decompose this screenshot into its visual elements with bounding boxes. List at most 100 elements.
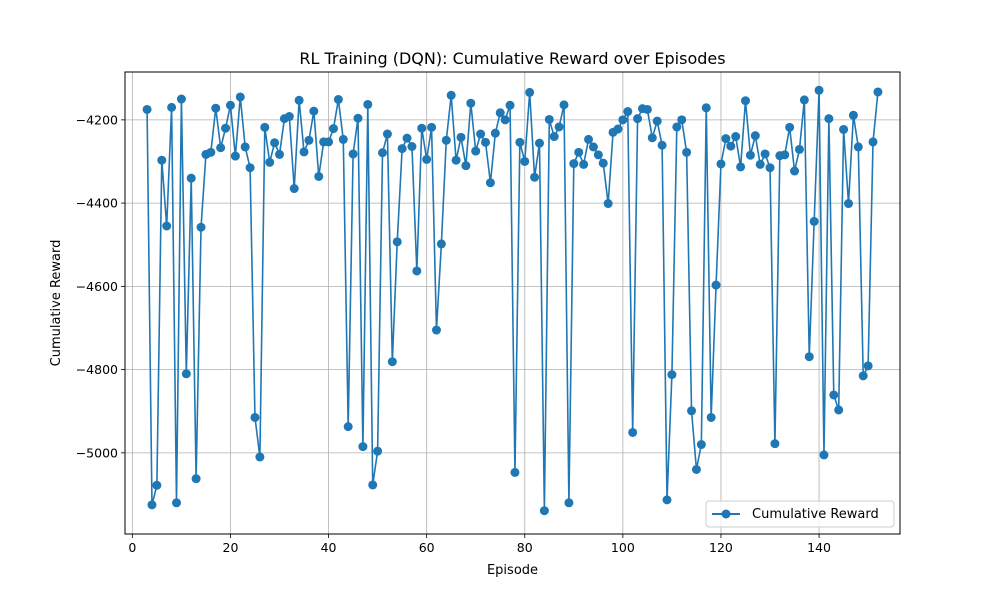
data-point [750, 131, 760, 141]
data-point [427, 122, 437, 132]
data-point [221, 123, 231, 133]
data-point [745, 150, 755, 160]
data-point [780, 150, 790, 160]
data-point [505, 100, 515, 110]
data-point [500, 115, 510, 125]
data-point [588, 142, 598, 152]
data-point [868, 137, 878, 147]
data-point [804, 352, 814, 362]
data-point [706, 412, 716, 422]
y-axis-label: Cumulative Reward [49, 240, 64, 367]
data-point [466, 98, 476, 108]
data-point [623, 107, 633, 117]
data-point [520, 156, 530, 166]
y-tick-label: −4800 [76, 362, 118, 377]
data-point [431, 325, 441, 335]
data-point [402, 133, 412, 143]
data-point [647, 133, 657, 143]
data-point [554, 122, 564, 132]
data-point [549, 132, 559, 142]
data-point [534, 138, 544, 148]
data-point [731, 132, 741, 142]
data-point [363, 99, 373, 109]
data-point [740, 96, 750, 106]
data-point [309, 106, 319, 116]
y-axis-ticks: −5000 −4800 −4600 −4400 −4200 [76, 112, 125, 460]
data-point [657, 140, 667, 150]
data-point [436, 239, 446, 249]
data-point [333, 94, 343, 104]
data-point [392, 237, 402, 247]
data-point [490, 128, 500, 138]
data-point [809, 216, 819, 226]
data-point [270, 138, 280, 148]
data-point [628, 427, 638, 437]
x-axis-label: Episode [487, 563, 538, 578]
data-point [304, 135, 314, 145]
data-point [235, 92, 245, 102]
data-point [299, 147, 309, 157]
data-point [343, 422, 353, 432]
data-point [471, 146, 481, 156]
data-point [358, 442, 368, 452]
data-point [819, 450, 829, 460]
data-point [152, 480, 162, 490]
x-tick-label: 40 [321, 540, 337, 555]
legend: Cumulative Reward [705, 500, 895, 528]
data-point [441, 135, 451, 145]
data-point [569, 159, 579, 169]
data-point [716, 159, 726, 169]
data-point [191, 474, 201, 484]
data-point [760, 149, 770, 159]
data-point [250, 412, 260, 422]
data-point [662, 495, 672, 505]
data-point [412, 266, 422, 276]
data-point [172, 498, 181, 508]
y-tick-label: −5000 [76, 445, 118, 460]
x-axis-ticks: 0 20 40 60 80 100 120 140 [128, 534, 831, 555]
data-point [216, 143, 226, 153]
x-tick-label: 0 [128, 540, 136, 555]
data-point [225, 100, 235, 110]
x-tick-label: 100 [611, 540, 635, 555]
data-point [765, 163, 775, 173]
data-point [255, 452, 265, 462]
data-point [378, 148, 388, 158]
data-point [726, 141, 736, 151]
data-point [451, 155, 461, 165]
data-point [176, 94, 186, 104]
data-point [397, 144, 407, 154]
data-point [510, 467, 520, 477]
x-tick-label: 20 [223, 540, 239, 555]
data-point [574, 147, 584, 157]
data-point [289, 184, 299, 194]
data-point [422, 154, 432, 164]
data-point [633, 114, 643, 124]
data-point [446, 90, 456, 100]
data-point [265, 157, 275, 167]
data-point [275, 149, 285, 159]
data-point [373, 446, 383, 456]
data-point [382, 129, 392, 139]
data-point [495, 108, 505, 118]
data-point [613, 124, 623, 134]
data-point [485, 178, 495, 188]
data-point [167, 102, 177, 112]
data-point [790, 166, 800, 176]
series-layer [142, 85, 883, 516]
data-point [618, 115, 628, 125]
data-point [245, 163, 255, 173]
plot-frame [124, 71, 901, 535]
data-point [211, 103, 221, 113]
data-point [260, 122, 270, 132]
data-point [603, 199, 613, 209]
legend-marker-swatch [721, 509, 731, 519]
data-point [387, 357, 397, 367]
data-point [687, 406, 697, 416]
data-point [829, 390, 839, 400]
data-point [853, 142, 863, 152]
data-point [598, 158, 608, 168]
x-tick-label: 80 [517, 540, 533, 555]
data-point [721, 134, 731, 144]
